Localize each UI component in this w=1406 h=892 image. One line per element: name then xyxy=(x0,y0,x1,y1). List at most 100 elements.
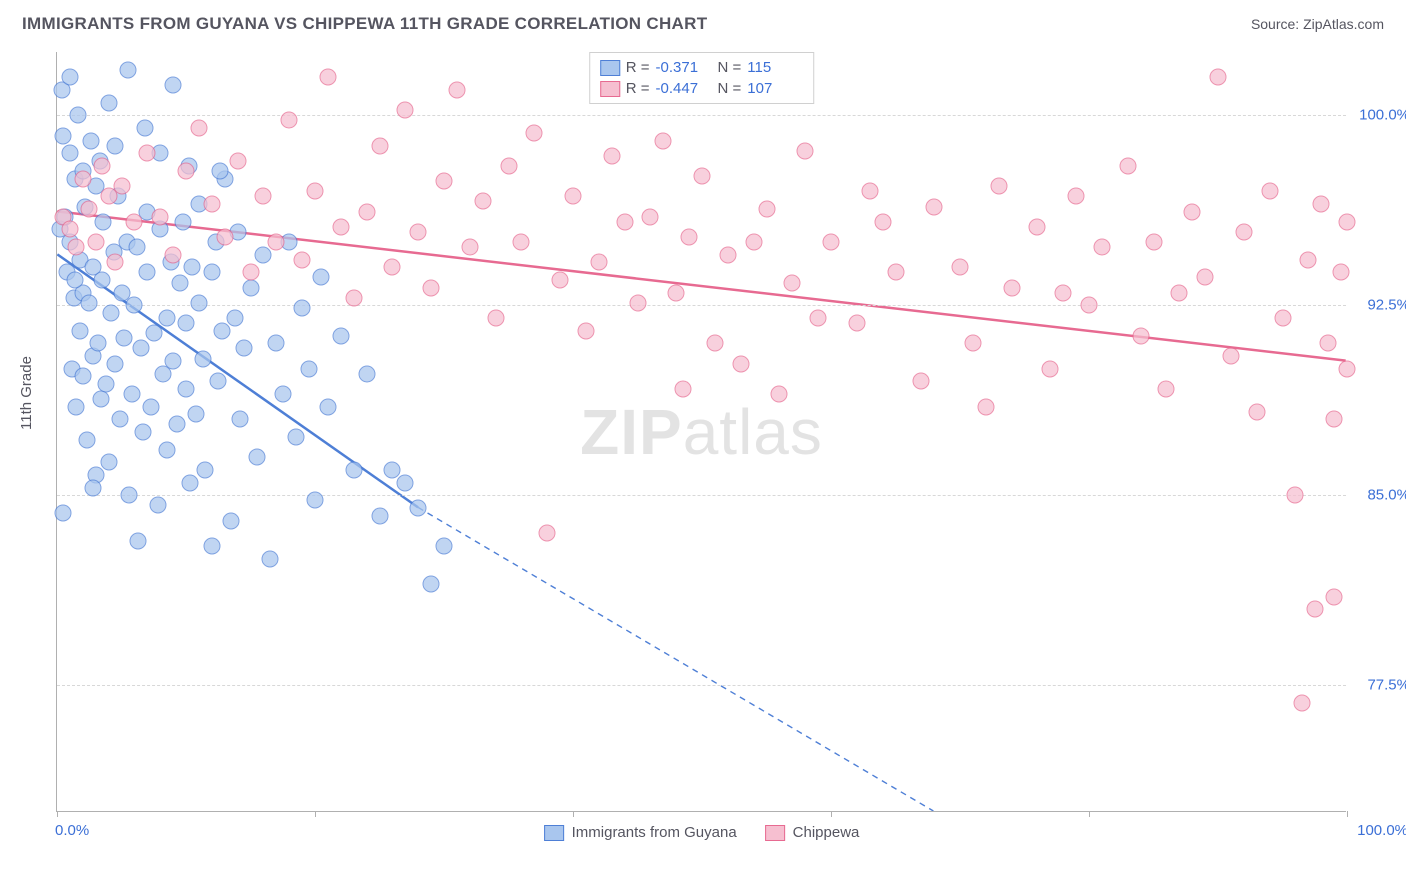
legend-r-value: -0.447 xyxy=(656,80,712,97)
scatter-point xyxy=(616,213,633,230)
watermark-light: atlas xyxy=(683,396,823,468)
scatter-point xyxy=(423,279,440,296)
scatter-point xyxy=(227,310,244,327)
scatter-point xyxy=(152,208,169,225)
scatter-point xyxy=(874,213,891,230)
scatter-point xyxy=(178,315,195,332)
scatter-point xyxy=(236,340,253,357)
y-tick-label: 92.5% xyxy=(1350,297,1406,314)
scatter-point xyxy=(823,234,840,251)
scatter-point xyxy=(1300,251,1317,268)
scatter-point xyxy=(203,196,220,213)
scatter-point xyxy=(1306,601,1323,618)
scatter-point xyxy=(1119,158,1136,175)
scatter-point xyxy=(107,254,124,271)
y-axis-label: 11th Grade xyxy=(18,356,35,430)
scatter-point xyxy=(92,391,109,408)
scatter-point xyxy=(977,398,994,415)
scatter-point xyxy=(165,76,182,93)
scatter-point xyxy=(113,178,130,195)
scatter-point xyxy=(68,398,85,415)
scatter-point xyxy=(100,454,117,471)
scatter-point xyxy=(300,360,317,377)
scatter-point xyxy=(423,576,440,593)
scatter-point xyxy=(158,441,175,458)
scatter-point xyxy=(526,125,543,142)
source-prefix: Source: xyxy=(1251,16,1303,32)
x-tick xyxy=(573,811,574,817)
scatter-point xyxy=(261,550,278,567)
scatter-point xyxy=(603,147,620,164)
scatter-point xyxy=(67,272,84,289)
scatter-point xyxy=(149,497,166,514)
scatter-point xyxy=(55,505,72,522)
scatter-point xyxy=(74,170,91,187)
y-tick-label: 100.0% xyxy=(1350,107,1406,124)
scatter-point xyxy=(797,142,814,159)
scatter-point xyxy=(242,279,259,296)
scatter-point xyxy=(181,474,198,491)
scatter-point xyxy=(1293,695,1310,712)
scatter-point xyxy=(242,264,259,281)
scatter-point xyxy=(384,259,401,276)
legend-n-label: N = xyxy=(718,59,742,76)
scatter-point xyxy=(319,398,336,415)
legend-swatch xyxy=(600,81,620,97)
scatter-point xyxy=(128,239,145,256)
scatter-point xyxy=(61,69,78,86)
scatter-point xyxy=(1210,69,1227,86)
scatter-point xyxy=(1068,188,1085,205)
scatter-point xyxy=(848,315,865,332)
scatter-point xyxy=(1197,269,1214,286)
scatter-point xyxy=(345,289,362,306)
scatter-point xyxy=(358,365,375,382)
scatter-point xyxy=(887,264,904,281)
scatter-point xyxy=(61,221,78,238)
scatter-point xyxy=(81,294,98,311)
legend-n-value: 115 xyxy=(747,59,803,76)
watermark: ZIPatlas xyxy=(580,395,823,469)
series-name: Chippewa xyxy=(793,824,860,841)
scatter-point xyxy=(448,82,465,99)
scatter-point xyxy=(248,449,265,466)
scatter-point xyxy=(745,234,762,251)
scatter-point xyxy=(216,228,233,245)
scatter-point xyxy=(274,386,291,403)
scatter-point xyxy=(307,183,324,200)
scatter-point xyxy=(358,203,375,220)
scatter-point xyxy=(107,137,124,154)
series-legend-item: Chippewa xyxy=(765,824,860,841)
scatter-point xyxy=(81,201,98,218)
scatter-point xyxy=(112,411,129,428)
scatter-point xyxy=(72,322,89,339)
scatter-point xyxy=(1029,218,1046,235)
scatter-point xyxy=(184,259,201,276)
scatter-point xyxy=(1274,310,1291,327)
scatter-point xyxy=(926,198,943,215)
legend-swatch xyxy=(765,825,785,841)
scatter-point xyxy=(158,310,175,327)
scatter-point xyxy=(1287,487,1304,504)
scatter-point xyxy=(784,274,801,291)
scatter-point xyxy=(268,335,285,352)
scatter-point xyxy=(203,264,220,281)
scatter-point xyxy=(319,69,336,86)
scatter-point xyxy=(307,492,324,509)
scatter-point xyxy=(294,251,311,268)
scatter-point xyxy=(168,416,185,433)
gridline-h xyxy=(57,685,1346,686)
x-tick xyxy=(831,811,832,817)
scatter-point xyxy=(119,61,136,78)
x-tick xyxy=(1089,811,1090,817)
x-tick-label-max: 100.0% xyxy=(1357,822,1406,839)
legend-n-value: 107 xyxy=(747,80,803,97)
scatter-point xyxy=(87,234,104,251)
scatter-point xyxy=(1081,297,1098,314)
scatter-point xyxy=(552,272,569,289)
scatter-point xyxy=(1326,411,1343,428)
scatter-point xyxy=(178,163,195,180)
scatter-point xyxy=(500,158,517,175)
scatter-point xyxy=(139,264,156,281)
scatter-point xyxy=(952,259,969,276)
scatter-point xyxy=(1222,348,1239,365)
